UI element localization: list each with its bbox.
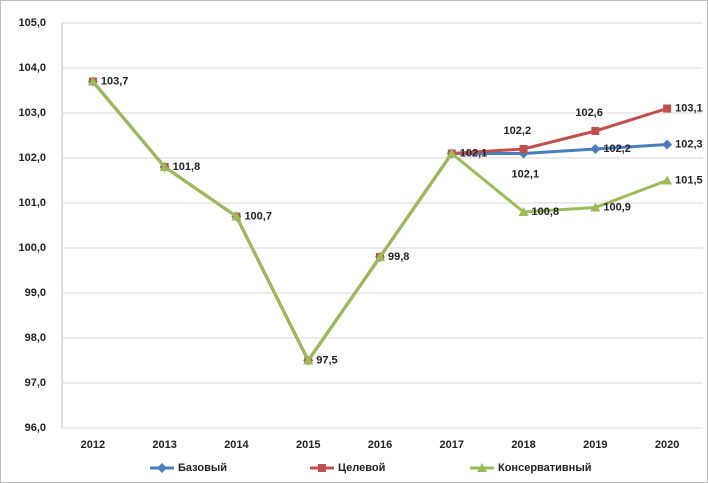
marker [477, 463, 487, 472]
y-tick-label: 103,0 [18, 107, 46, 119]
marker [518, 207, 529, 216]
marker [663, 104, 672, 113]
data-label: 100,7 [244, 210, 272, 222]
data-label: 102,2 [504, 125, 532, 137]
marker [87, 76, 98, 86]
marker [231, 211, 242, 221]
y-tick-label: 96,0 [25, 422, 46, 434]
y-tick-label: 99,0 [25, 287, 46, 299]
marker [519, 145, 528, 153]
x-tick-label: 2013 [152, 439, 176, 451]
y-tick-label: 104,0 [18, 62, 46, 74]
marker [662, 139, 673, 150]
x-tick-label: 2012 [81, 439, 105, 451]
data-label: 102,2 [603, 143, 631, 155]
data-label: 100,8 [532, 206, 560, 218]
x-tick-label: 2016 [368, 439, 392, 451]
data-label: 102,1 [512, 168, 540, 180]
legend-label: Целевой [338, 462, 385, 474]
y-tick-label: 97,0 [25, 377, 46, 389]
marker [590, 202, 601, 212]
legend-label: Базовый [178, 462, 227, 474]
x-tick-label: 2014 [224, 439, 249, 451]
marker [303, 355, 314, 365]
x-tick-label: 2019 [583, 439, 607, 451]
x-tick-label: 2017 [440, 439, 464, 451]
data-label: 101,8 [173, 161, 201, 173]
marker [662, 175, 673, 185]
marker [159, 162, 170, 171]
data-label: 102,6 [575, 107, 603, 119]
data-label: 101,5 [675, 174, 703, 186]
marker [590, 144, 601, 154]
x-tick-label: 2015 [296, 439, 320, 451]
y-tick-label: 100,0 [18, 242, 46, 254]
y-tick-label: 102,0 [18, 152, 46, 164]
x-tick-label: 2018 [511, 439, 535, 451]
marker [446, 148, 457, 158]
data-label: 97,5 [316, 354, 337, 366]
data-label: 99,8 [388, 251, 409, 263]
marker [375, 252, 385, 261]
marker [318, 464, 326, 472]
marker [591, 127, 600, 135]
data-label: 102,3 [675, 138, 703, 150]
marker [157, 463, 167, 473]
data-label: 103,7 [101, 75, 129, 87]
data-label: 103,1 [675, 102, 703, 114]
y-tick-label: 105,0 [18, 17, 46, 29]
x-tick-label: 2020 [655, 439, 679, 451]
data-label: 102,1 [460, 147, 488, 159]
y-tick-label: 101,0 [18, 197, 46, 209]
data-label: 100,9 [603, 201, 631, 213]
y-tick-label: 98,0 [25, 332, 46, 344]
legend-label: Консервативный [498, 462, 591, 474]
